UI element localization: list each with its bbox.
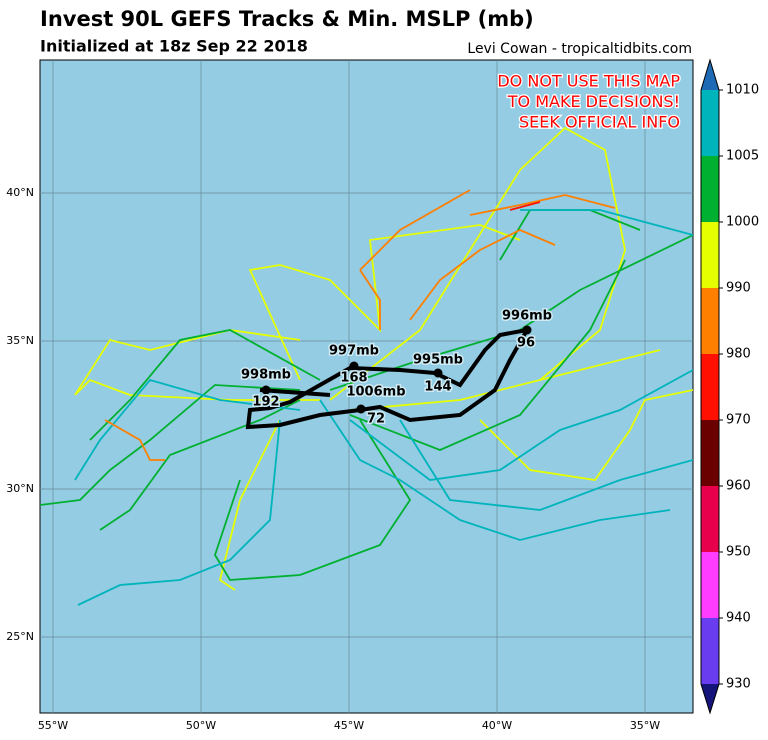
track-label: 96: [517, 336, 535, 351]
track-point: [433, 368, 443, 378]
graticule: 55°W 50°W 45°W 40°W 35°W 40°N 35°N 30°N 25°N: [6, 60, 693, 732]
track-label: 995mb: [413, 353, 463, 368]
colorbar-label: 980: [726, 347, 751, 362]
colorbar-label: 990: [726, 281, 751, 296]
lon-label: 45°W: [334, 719, 364, 732]
track-label: 168: [340, 371, 367, 386]
colorbar-segment: [701, 90, 719, 156]
colorbar-label: 970: [726, 413, 751, 428]
lat-label: 25°N: [6, 630, 34, 643]
colorbar-under: [701, 684, 719, 713]
colorbar-segment: [701, 222, 719, 288]
colorbar-label: 1000: [726, 215, 759, 230]
map-area: [39, 59, 694, 714]
track-label: 1006mb: [346, 385, 405, 400]
colorbar-segment: [701, 486, 719, 552]
track-point: [522, 325, 532, 335]
colorbar-over: [701, 60, 719, 90]
lon-label: 50°W: [186, 719, 216, 732]
lat-label: 40°N: [6, 186, 34, 199]
colorbar-label: 940: [726, 611, 751, 626]
colorbar: 1010 1005 1000 990 980 970 960 950 940 930: [700, 58, 759, 715]
track-point: [356, 404, 366, 414]
colorbar-segment: [701, 156, 719, 222]
lon-label: 40°W: [482, 719, 512, 732]
track-point: [261, 385, 271, 395]
track-label: 998mb: [241, 368, 291, 383]
subtitle: Initialized at 18z Sep 22 2018: [40, 37, 308, 56]
colorbar-label: 950: [726, 545, 751, 560]
colorbar-label: 1005: [726, 149, 759, 164]
track-label: 72: [367, 412, 385, 427]
warning-line: DO NOT USE THIS MAP: [497, 72, 680, 91]
colorbar-segment: [701, 288, 719, 354]
warning-line: SEEK OFFICIAL INFO: [519, 113, 680, 132]
lon-label: 35°W: [630, 719, 660, 732]
colorbar-segment: [701, 420, 719, 486]
ensemble-mean-track: [245, 327, 531, 430]
colorbar-segment: [701, 552, 719, 618]
track-label: 192: [252, 395, 279, 410]
colorbar-segment: [701, 618, 719, 684]
ensemble-tracks: [40, 126, 693, 606]
colorbar-label: 1010: [726, 83, 759, 98]
credit: Levi Cowan - tropicaltidbits.com: [467, 41, 692, 57]
colorbar-segment: [701, 354, 719, 420]
track-label: 996mb: [502, 309, 552, 324]
track-label: 997mb: [329, 344, 379, 359]
title: Invest 90L GEFS Tracks & Min. MSLP (mb): [40, 7, 534, 31]
track-label: 144: [424, 380, 451, 395]
colorbar-label: 960: [726, 479, 751, 494]
colorbar-label: 930: [726, 677, 751, 692]
track-labels: 996mb 96 997mb 168 995mb 144 998mb 192 1006mb 72: [240, 307, 554, 428]
lat-label: 35°N: [6, 334, 34, 347]
warning-line: TO MAKE DECISIONS!: [507, 92, 680, 111]
lon-label: 55°W: [38, 719, 68, 732]
track-point: [349, 361, 359, 371]
lat-label: 30°N: [6, 482, 34, 495]
